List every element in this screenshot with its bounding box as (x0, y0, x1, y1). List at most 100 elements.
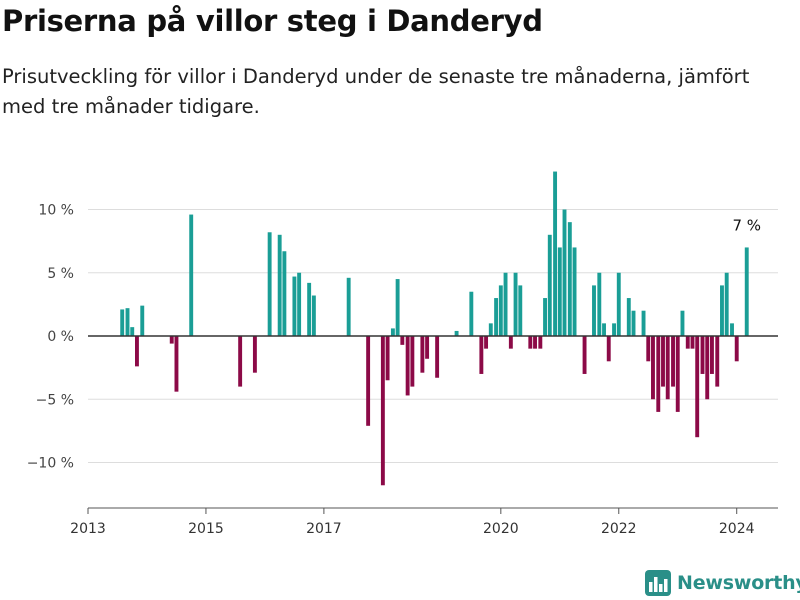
bar (646, 336, 651, 362)
bar (189, 214, 194, 336)
bar (140, 305, 145, 336)
x-tick-label: 2017 (306, 521, 342, 537)
bar (346, 277, 351, 336)
bar (120, 309, 125, 336)
bar (469, 291, 474, 336)
bar (656, 336, 661, 412)
bar (602, 323, 606, 336)
bar (685, 336, 690, 349)
bar (720, 285, 724, 336)
bar (705, 336, 710, 400)
x-tick-label: 2024 (719, 521, 755, 537)
bar (651, 336, 655, 400)
bar (498, 285, 503, 336)
bar (715, 336, 720, 387)
bar (616, 272, 621, 336)
bar (405, 336, 410, 396)
bar (528, 336, 533, 349)
y-tick-label: 5 % (47, 266, 74, 282)
bar (420, 336, 425, 373)
y-tick-label: −10 % (27, 456, 74, 472)
bar (400, 336, 405, 345)
bar (311, 295, 316, 336)
bar (547, 234, 552, 336)
x-tick-label: 2013 (70, 521, 106, 537)
bar (695, 336, 700, 438)
bar (410, 336, 415, 387)
bar (562, 209, 567, 336)
brand-name: Newsworthy (677, 572, 800, 594)
last-value-annotation: 7 % (732, 216, 761, 234)
bar (282, 251, 287, 336)
bar (503, 272, 508, 336)
bar (592, 285, 596, 336)
bar (724, 272, 729, 336)
bar (390, 328, 395, 336)
y-tick-label: −5 % (36, 392, 74, 408)
newsworthy-logo-icon (645, 570, 671, 596)
x-tick-label: 2022 (601, 521, 637, 537)
bar (130, 327, 135, 336)
chart-subtitle: Prisutveckling för villor i Danderyd und… (2, 65, 750, 118)
bar (488, 323, 493, 336)
bar (730, 323, 734, 336)
bar (675, 336, 680, 412)
chart-title: Priserna på villor steg i Danderyd (2, 4, 543, 38)
bar (435, 336, 440, 378)
y-tick-label: 10 % (38, 203, 74, 219)
bar (252, 336, 257, 373)
bar (710, 336, 714, 374)
bar (169, 336, 174, 344)
bar (572, 247, 577, 336)
bar (380, 336, 385, 486)
bar (297, 272, 302, 336)
bar (597, 272, 602, 336)
bar (366, 336, 371, 426)
bar (626, 298, 631, 336)
bar (734, 336, 739, 362)
bar (135, 336, 139, 367)
bar (631, 310, 636, 336)
bar (665, 336, 670, 400)
bar (292, 276, 297, 336)
bar (307, 282, 312, 336)
x-tick-label: 2020 (483, 521, 519, 537)
bar (567, 222, 572, 336)
bar (267, 232, 272, 336)
bar (606, 336, 611, 362)
newsworthy-logo[interactable]: Newsworthy (645, 568, 800, 598)
bar (518, 285, 523, 336)
bar (700, 336, 705, 374)
bar (395, 279, 400, 336)
bar (277, 234, 282, 336)
bar (494, 298, 499, 336)
bar (612, 323, 616, 336)
bar (479, 336, 484, 374)
bar (385, 336, 390, 381)
bar (553, 171, 558, 336)
bar (533, 336, 537, 349)
bar (680, 310, 685, 336)
bar (671, 336, 675, 387)
bar (174, 336, 179, 392)
gridlines (88, 209, 778, 463)
bar (538, 336, 543, 349)
labels: 10 % 5 % 0 % −5 % −10 % 2013 2015 2017 2020 2022 2… (27, 203, 761, 538)
bar (484, 336, 489, 349)
bar (425, 336, 430, 359)
bar (543, 298, 547, 336)
bars (120, 171, 749, 486)
y-tick-label: 0 % (47, 329, 74, 345)
bar (454, 330, 459, 336)
axes (87, 335, 778, 514)
x-tick-label: 2015 (188, 521, 224, 537)
bar (557, 247, 562, 336)
bar (690, 336, 695, 349)
bar (582, 336, 587, 374)
bar (641, 310, 646, 336)
bar (513, 272, 518, 336)
bar (125, 308, 130, 336)
bar (661, 336, 665, 387)
bar (238, 336, 243, 387)
